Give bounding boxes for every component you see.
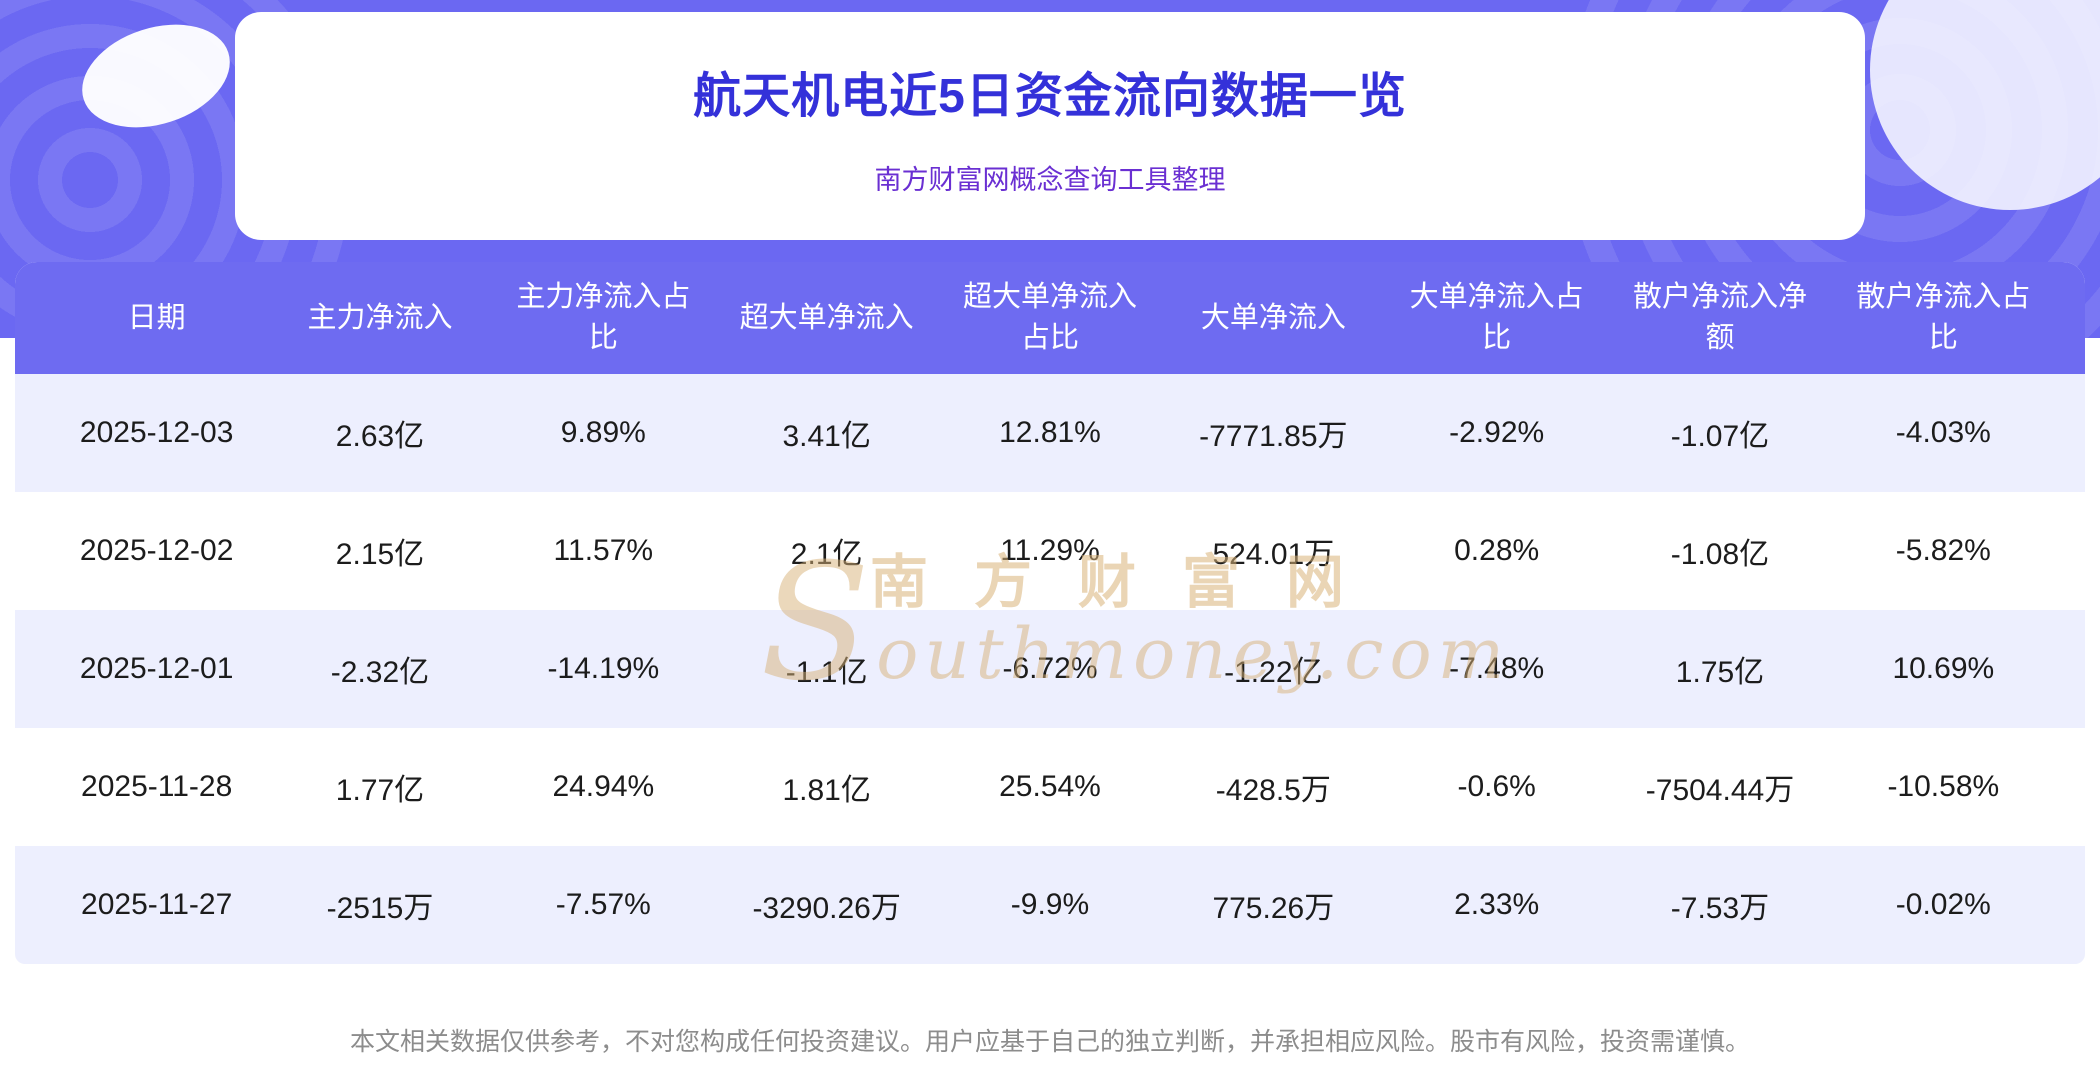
value-cell: -428.5万 (1215, 774, 1331, 807)
value-cell: -14.19% (547, 652, 660, 685)
value-cell: 2.1亿 (790, 538, 863, 571)
value-cell: -0.6% (1457, 770, 1536, 803)
table-row: 2025-11-27 -2515万 -7.57% -3290.26万 -9.9% 775.… (15, 846, 2085, 964)
date-cell: 2025-12-02 (79, 534, 234, 567)
column-header: 超大单净流入占比 (962, 281, 1137, 354)
value-cell: -1.07亿 (1670, 420, 1770, 453)
value-cell: 2.33% (1454, 888, 1540, 921)
value-cell: 775.26万 (1212, 892, 1335, 925)
date-cell: 2025-11-27 (81, 888, 233, 921)
value-cell: 0.28% (1454, 534, 1540, 567)
value-cell: 12.81% (999, 416, 1101, 449)
column-header: 散户净流入占比 (1856, 281, 2031, 354)
table-row: 2025-11-28 1.77亿 24.94% 1.81亿 25.54% -428.5万 -… (15, 728, 2085, 846)
value-cell: 1.77亿 (335, 774, 425, 807)
table-row: 2025-12-02 2.15亿 11.57% 2.1亿 11.29% 524.01万 0.… (15, 492, 2085, 610)
value-cell: -2515万 (326, 892, 434, 925)
value-cell: -4.03% (1895, 416, 1991, 449)
column-header: 日期 (127, 301, 186, 334)
value-cell: 24.94% (552, 770, 655, 803)
value-cell: -3290.26万 (752, 892, 901, 925)
table-row: 2025-12-03 2.63亿 9.89% 3.41亿 12.81% -7771.85万… (15, 374, 2085, 492)
table-body: 2025-12-03 2.63亿 9.89% 3.41亿 12.81% -7771.85万… (15, 374, 2085, 964)
value-cell: -1.1亿 (785, 656, 868, 689)
value-cell: 11.57% (553, 534, 654, 567)
value-cell: -9.9% (1010, 888, 1090, 921)
value-cell: 2.15亿 (335, 538, 425, 571)
page-title: 航天机电近5日资金流向数据一览 (693, 70, 1407, 123)
date-cell: 2025-12-01 (79, 652, 234, 685)
column-header: 大单净流入 (1200, 301, 1346, 334)
value-cell: -7.48% (1449, 652, 1545, 685)
column-header: 主力净流入占比 (516, 281, 691, 354)
value-cell: -7504.44万 (1645, 774, 1795, 807)
header-card: 航天机电近5日资金流向数据一览 南方财富网概念查询工具整理 (235, 12, 1865, 240)
value-cell: -1.08亿 (1670, 538, 1770, 571)
value-cell: 9.89% (560, 416, 646, 449)
column-header: 大单净流入占比 (1409, 281, 1584, 354)
value-cell: 11.29% (1000, 534, 1100, 567)
value-cell: 1.81亿 (782, 774, 871, 807)
value-cell: -5.82% (1895, 534, 1991, 567)
value-cell: -7.53万 (1670, 892, 1770, 925)
value-cell: 524.01万 (1212, 538, 1335, 571)
value-cell: -6.72% (1002, 652, 1098, 685)
date-cell: 2025-11-28 (81, 770, 233, 803)
value-cell: -7.57% (555, 888, 651, 921)
table-header-row: 日期 主力净流入 主力净流入占比 超大单净流入 超大单净流入占比 大单净流入 大单净流入占比… (15, 262, 2085, 374)
value-cell: 2.63亿 (335, 420, 425, 453)
value-cell: -0.02% (1895, 888, 1991, 921)
column-header: 主力净流入 (307, 301, 453, 334)
column-header: 散户净流入净额 (1632, 281, 1807, 354)
value-cell: -2.92% (1449, 416, 1545, 449)
value-cell: 3.41亿 (782, 420, 871, 453)
value-cell: -2.32亿 (330, 656, 430, 689)
disclaimer-text: 本文相关数据仅供参考，不对您构成任何投资建议。用户应基于自己的独立判断，并承担相… (349, 1028, 1750, 1056)
value-cell: 10.69% (1892, 652, 1995, 685)
date-cell: 2025-12-03 (79, 416, 234, 449)
value-cell: -7771.85万 (1199, 420, 1348, 453)
value-cell: 25.54% (999, 770, 1101, 803)
value-cell: -10.58% (1887, 770, 2000, 803)
fund-flow-table: 日期 主力净流入 主力净流入占比 超大单净流入 超大单净流入占比 大单净流入 大单净流入占比… (15, 262, 2085, 964)
page-subtitle: 南方财富网概念查询工具整理 (874, 165, 1226, 195)
value-cell: 1.75亿 (1675, 656, 1765, 689)
value-cell: -1.22亿 (1224, 656, 1323, 689)
column-header: 超大单净流入 (739, 301, 914, 334)
table-row: 2025-12-01 -2.32亿 -14.19% -1.1亿 -6.72% -1.22亿… (15, 610, 2085, 728)
